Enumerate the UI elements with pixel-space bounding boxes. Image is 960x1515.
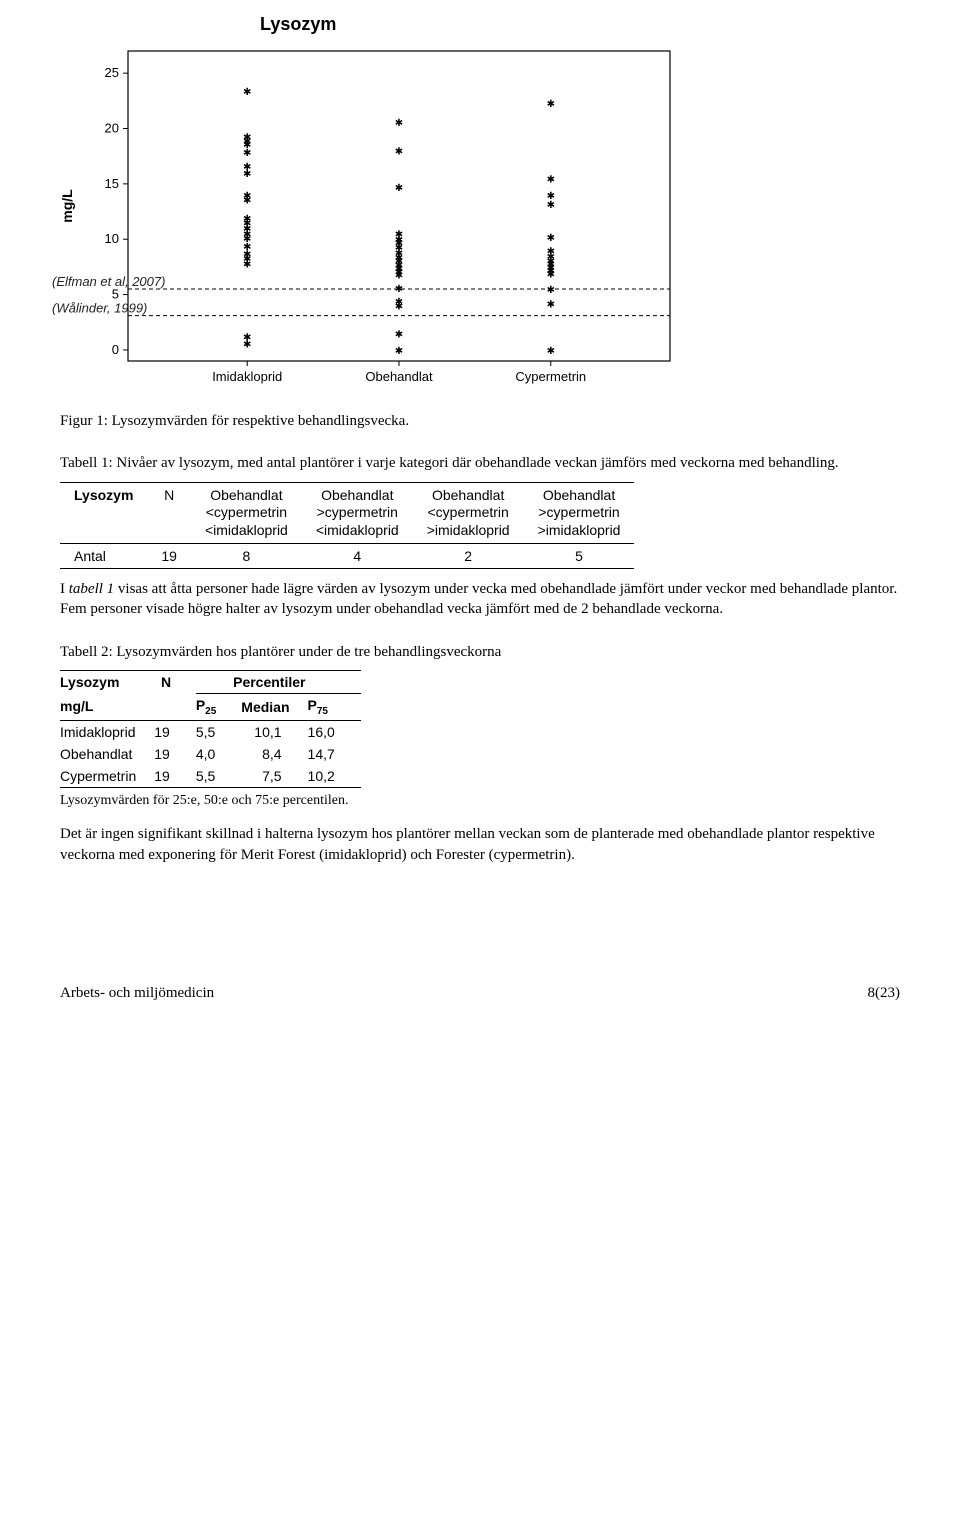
svg-text:Obehandlat: Obehandlat [365, 369, 433, 384]
svg-text:✱: ✱ [547, 285, 555, 296]
svg-text:✱: ✱ [395, 118, 403, 129]
svg-text:✱: ✱ [395, 329, 403, 340]
svg-text:✱: ✱ [547, 346, 555, 357]
t2-median: Median [241, 693, 307, 720]
svg-text:✱: ✱ [547, 200, 555, 211]
t2-nhead: N [154, 670, 196, 693]
t1-col3: Obehandlat >cypermetrin >imidakloprid [524, 482, 635, 544]
svg-text:✱: ✱ [243, 87, 251, 98]
t1-col1: Obehandlat >cypermetrin <imidakloprid [302, 482, 413, 544]
svg-text:mg/L: mg/L [59, 189, 75, 223]
svg-text:20: 20 [105, 121, 119, 136]
t1-col0: Obehandlat <cypermetrin <imidakloprid [191, 482, 302, 544]
t2-unit: mg/L [60, 693, 154, 720]
svg-text:✱: ✱ [395, 346, 403, 357]
svg-text:15: 15 [105, 176, 119, 191]
table-row: Obehandlat194,08,414,7 [60, 743, 361, 765]
svg-text:(Wålinder, 1999): (Wålinder, 1999) [52, 301, 147, 316]
svg-text:✱: ✱ [243, 148, 251, 159]
t2-perchead: Percentiler [196, 670, 361, 693]
svg-text:25: 25 [105, 65, 119, 80]
para2: Det är ingen signifikant skillnad i halt… [60, 824, 900, 865]
page-footer: Arbets- och miljömedicin 8(23) [60, 985, 900, 1002]
t2-lysohead: Lysozym [60, 670, 154, 693]
t1-nhead: N [147, 482, 191, 544]
svg-text:✱: ✱ [395, 183, 403, 194]
svg-text:(Elfman et al, 2007): (Elfman et al, 2007) [52, 274, 165, 289]
table-row: Imidakloprid195,510,116,0 [60, 720, 361, 743]
table1: Lysozym N Obehandlat <cypermetrin <imida… [60, 482, 634, 570]
table2-caption: Tabell 2: Lysozymvärden hos plantörer un… [60, 642, 900, 662]
figure1-caption: Figur 1: Lysozymvärden för respektive be… [60, 411, 900, 431]
svg-text:✱: ✱ [395, 147, 403, 158]
svg-text:✱: ✱ [395, 271, 403, 282]
t2-p75: P75 [308, 693, 361, 720]
table1-caption: Tabell 1: Nivåer av lysozym, med antal p… [60, 453, 900, 473]
svg-text:Imidakloprid: Imidakloprid [212, 369, 282, 384]
svg-text:Cypermetrin: Cypermetrin [515, 369, 586, 384]
svg-text:✱: ✱ [547, 270, 555, 281]
svg-text:0: 0 [112, 342, 119, 357]
svg-text:✱: ✱ [547, 233, 555, 244]
svg-text:10: 10 [105, 231, 119, 246]
t2-p25: P25 [196, 693, 241, 720]
svg-text:✱: ✱ [243, 260, 251, 271]
table-row: Cypermetrin195,57,510,2 [60, 765, 361, 788]
chart-title: Lysozym [260, 14, 900, 35]
svg-text:✱: ✱ [547, 299, 555, 310]
svg-text:✱: ✱ [243, 169, 251, 180]
svg-text:✱: ✱ [395, 284, 403, 295]
para1: I tabell 1 visas att åtta personer hade … [60, 579, 900, 620]
svg-text:✱: ✱ [547, 99, 555, 110]
t2-note: Lysozymvärden för 25:e, 50:e och 75:e pe… [60, 792, 900, 811]
svg-text:✱: ✱ [243, 339, 251, 350]
t1-row-antal: Antal 19 8 4 2 5 [60, 544, 634, 569]
footer-left: Arbets- och miljömedicin [60, 985, 214, 1002]
table2: Lysozym N Percentiler mg/L P25 Median P7… [60, 670, 361, 788]
chart-svg: 0510152025mg/LImidaklopridObehandlatCype… [50, 41, 690, 401]
svg-text:✱: ✱ [243, 195, 251, 206]
svg-text:✱: ✱ [547, 174, 555, 185]
footer-right: 8(23) [868, 985, 901, 1002]
svg-text:✱: ✱ [395, 302, 403, 313]
t1-col2: Obehandlat <cypermetrin >imidakloprid [413, 482, 524, 544]
t1-rowhead: Lysozym [60, 482, 147, 544]
chart-lysozym: Lysozym 0510152025mg/LImidaklopridObehan… [50, 14, 900, 401]
